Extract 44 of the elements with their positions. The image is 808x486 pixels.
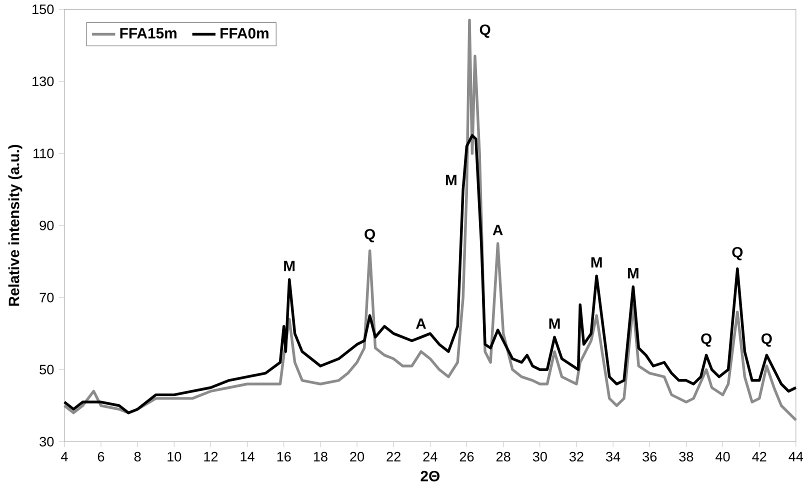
- x-tick-label: 10: [168, 452, 182, 462]
- annotation: M: [446, 174, 456, 186]
- annotation: M: [628, 268, 638, 278]
- x-tick-label: 30: [532, 452, 547, 462]
- x-tick-label: 36: [642, 452, 657, 462]
- x-tick-label: 12: [204, 452, 218, 462]
- x-tick-label: 8: [134, 452, 141, 462]
- x-tick-label: 20: [350, 452, 364, 462]
- x-tick-label: 6: [98, 452, 104, 462]
- x-tick-label: 14: [240, 452, 254, 462]
- annotation: Q: [732, 247, 743, 260]
- x-tick-label: 26: [460, 452, 474, 462]
- x-tick-label: 18: [314, 452, 328, 462]
- x-tick-label: 44: [788, 452, 804, 462]
- y-tick-label: 110: [34, 148, 54, 158]
- y-tick-label: 90: [40, 220, 54, 230]
- x-tick-label: 38: [679, 452, 694, 462]
- annotation: Q: [364, 228, 375, 242]
- y-tick-label: 50: [40, 364, 54, 374]
- x-tick-label: 22: [386, 452, 400, 462]
- x-tick-label: 16: [277, 452, 291, 462]
- y-axis-title: Relative intensity (a.u.): [8, 144, 22, 306]
- y-tick-label: 130: [32, 76, 54, 86]
- y-tick-label: 150: [32, 4, 54, 14]
- x-tick-label: 4: [60, 452, 68, 462]
- annotation: Q: [480, 24, 490, 38]
- annotation: Q: [701, 333, 712, 347]
- annotation: A: [416, 318, 426, 329]
- annotation: Q: [761, 333, 772, 347]
- annotation: M: [549, 318, 560, 329]
- x-tick-label: 24: [423, 452, 438, 462]
- x-tick-label: 32: [569, 452, 584, 462]
- x-tick-label: 28: [496, 452, 510, 462]
- y-tick-label: 70: [40, 292, 54, 302]
- annotation: A: [492, 224, 503, 236]
- legend-label: FFA15m: [120, 28, 176, 39]
- x-axis-title: 2Θ: [420, 470, 440, 482]
- y-tick-label: 30: [40, 436, 54, 447]
- legend-label: FFA0m: [220, 28, 268, 39]
- annotation: M: [284, 260, 295, 272]
- annotation: M: [591, 257, 602, 268]
- x-tick-label: 34: [606, 452, 620, 462]
- x-tick-label: 40: [716, 452, 730, 462]
- x-tick-label: 42: [752, 452, 766, 462]
